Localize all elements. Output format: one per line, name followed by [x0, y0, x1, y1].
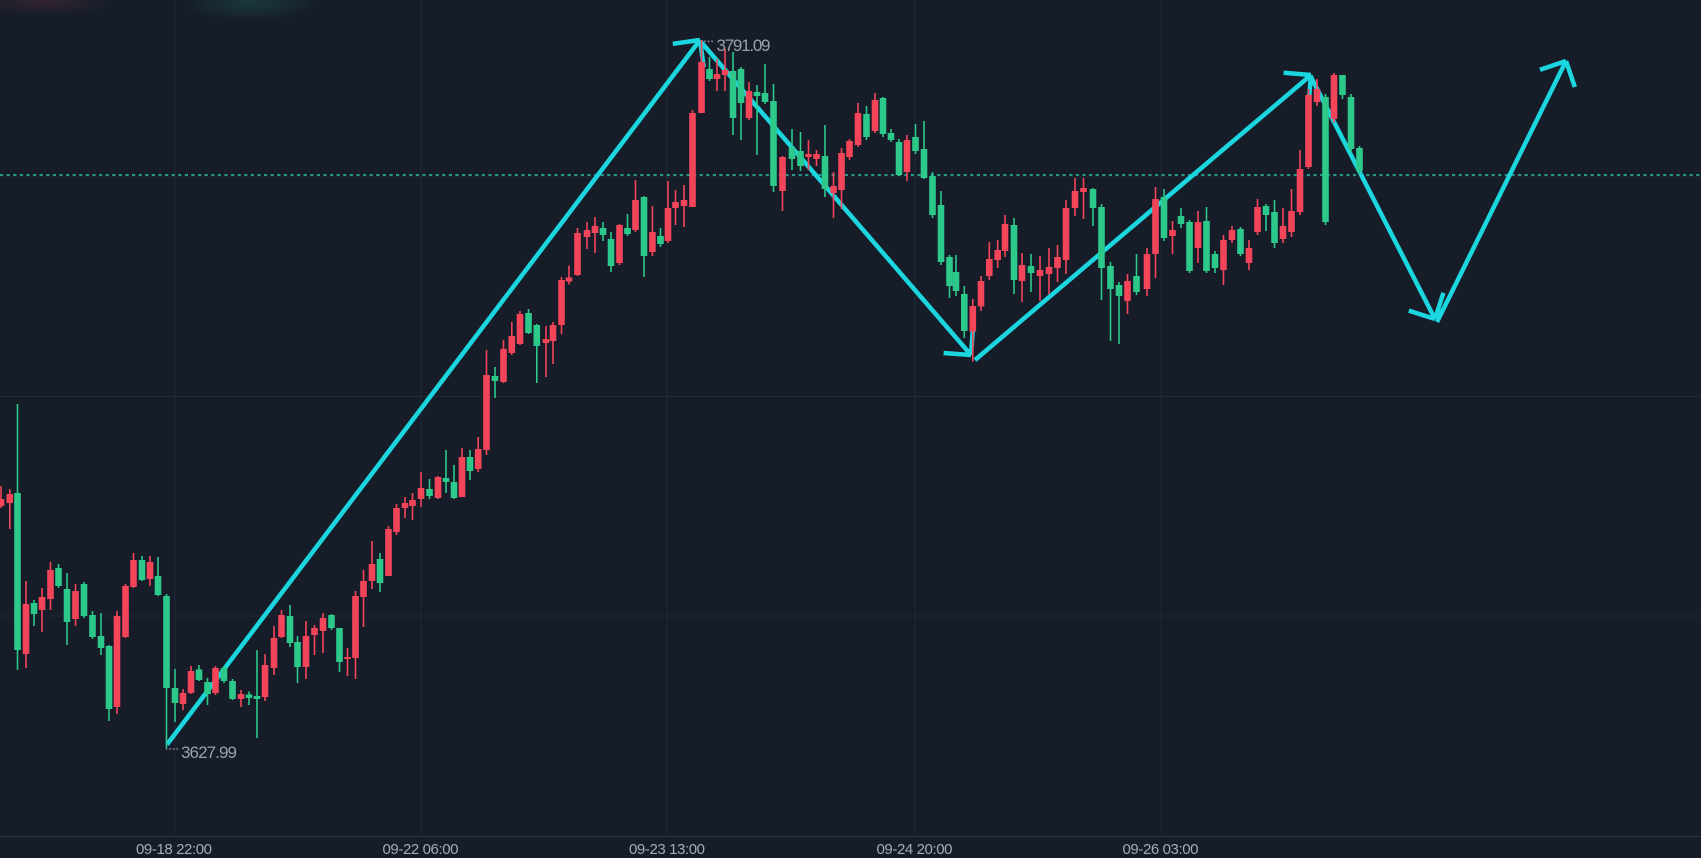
svg-text:09-18 22:00: 09-18 22:00: [136, 841, 212, 858]
svg-text:09-26 03:00: 09-26 03:00: [1123, 841, 1199, 858]
svg-text:3627.99: 3627.99: [181, 743, 237, 762]
svg-text:09-24 20:00: 09-24 20:00: [877, 841, 953, 858]
svg-text:09-23 13:00: 09-23 13:00: [629, 841, 705, 858]
svg-text:09-22 06:00: 09-22 06:00: [383, 841, 459, 858]
svg-text:3791.09: 3791.09: [717, 36, 771, 55]
